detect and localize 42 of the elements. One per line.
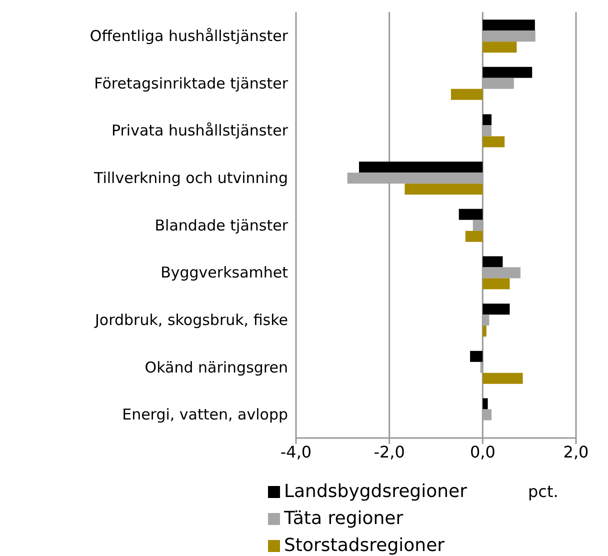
bar: [482, 256, 503, 268]
bar: [470, 350, 483, 362]
bar: [347, 172, 483, 184]
bar: [482, 398, 488, 410]
bar: [482, 136, 505, 148]
y-tick-label: Energi, vatten, avlopp: [122, 406, 288, 424]
y-tick-label: Blandade tjänster: [154, 216, 289, 234]
bar: [482, 278, 510, 290]
bar: [450, 88, 483, 100]
x-tick-label: 0,0: [470, 442, 496, 462]
bar: [472, 220, 483, 231]
y-tick-label: Byggverksamhet: [160, 264, 288, 282]
legend-label: Täta regioner: [284, 507, 404, 531]
x-tick-label: 2,0: [563, 442, 589, 462]
y-tick-label: Tillverkning och utvinning: [93, 168, 288, 187]
bar: [482, 267, 520, 278]
bar: [482, 372, 523, 384]
bar: [482, 125, 492, 136]
bar: [404, 184, 483, 195]
bar: [458, 208, 483, 220]
bar: [359, 162, 483, 173]
legend-label: Storstadsregioner: [284, 534, 445, 556]
bar: [482, 304, 510, 315]
bar: [482, 42, 517, 53]
bar: [482, 30, 536, 42]
bar: [482, 326, 486, 337]
y-tick-label: Företagsinriktade tjänster: [94, 74, 289, 92]
bar: [465, 230, 483, 242]
y-tick-label: Jordbruk, skogsbruk, fiske: [94, 310, 288, 329]
y-tick-label: Privata hushållstjänster: [111, 122, 289, 140]
x-tick-label: -2,0: [374, 442, 405, 462]
legend-label: Landsbygdsregioner: [284, 480, 467, 504]
x-axis-title: pct.: [528, 481, 558, 503]
bar: [482, 66, 532, 78]
x-tick-label: -4,0: [280, 442, 312, 462]
bar: [482, 409, 492, 420]
bar: [482, 20, 535, 31]
y-tick-label: Okänd näringsgren: [144, 358, 288, 376]
bar: [482, 314, 490, 326]
bar: [482, 114, 492, 126]
y-tick-label: Offentliga hushållstjänster: [90, 26, 289, 45]
bar: [482, 78, 514, 89]
